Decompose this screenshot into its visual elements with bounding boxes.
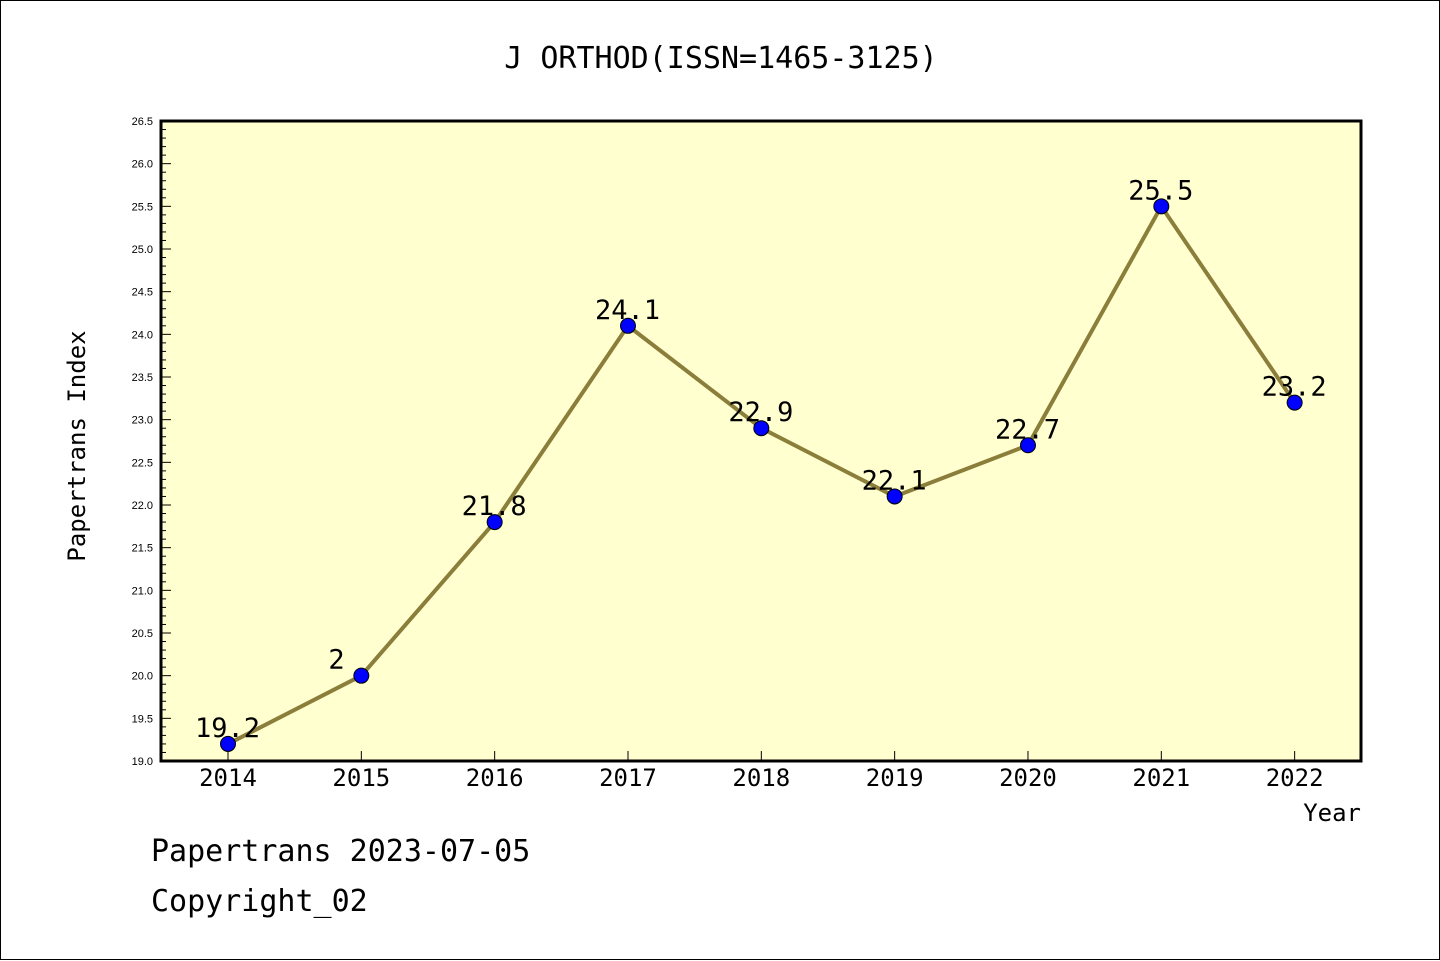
- plot-area: [159, 119, 1363, 763]
- x-tick-label: 2017: [599, 764, 657, 792]
- y-tick-label: 25.5: [132, 201, 153, 213]
- x-tick-label: 2022: [1266, 764, 1324, 792]
- y-tick-label: 23.0: [132, 415, 153, 427]
- x-axis: 2014 2015 2016 2017 2018 2019 2020 2021 2022: [199, 751, 1324, 792]
- data-point: [353, 667, 370, 684]
- y-tick-label: 20.5: [132, 628, 153, 640]
- y-tick-label: 19.0: [132, 756, 153, 768]
- y-tick-label: 24.0: [132, 329, 153, 341]
- y-tick-label: 23.5: [132, 372, 153, 384]
- data-label: 22.7: [995, 414, 1060, 445]
- y-tick-label: 25.0: [132, 244, 153, 256]
- data-point: [220, 735, 236, 752]
- y-tick-label: 22.5: [132, 457, 153, 469]
- data-label: 22.9: [728, 397, 793, 428]
- y-axis-label: Papertrans Index: [63, 330, 91, 561]
- y-tick-label: 21.0: [132, 585, 153, 597]
- y-tick-label: 19.5: [132, 713, 153, 725]
- y-tick-label: 26.5: [132, 116, 153, 128]
- data-point: [1286, 394, 1303, 411]
- x-tick-label: 2020: [999, 764, 1057, 792]
- data-label: 21.8: [462, 491, 527, 522]
- data-label: 23.2: [1262, 372, 1327, 403]
- y-tick-label: 20.0: [132, 671, 153, 683]
- y-axis: 19.0 19.5 20.0 20.5 21.0 21.5 22.0 22.5 23.0 23.5…: [132, 116, 171, 768]
- data-point: [619, 317, 636, 334]
- data-label: 25.5: [1128, 175, 1193, 206]
- y-tick-label: 24.5: [132, 287, 153, 299]
- y-tick-label: 26.0: [132, 159, 153, 171]
- data-label: 24.1: [595, 295, 660, 326]
- x-tick-label: 2019: [866, 764, 924, 792]
- data-point: [1019, 437, 1036, 454]
- data-point: [1153, 198, 1170, 215]
- data-label: 22.1: [862, 465, 927, 496]
- data-label: 2: [328, 645, 344, 676]
- footer-date: Papertrans 2023-07-05: [151, 834, 531, 869]
- y-tick-label: 21.5: [132, 543, 153, 555]
- data-label: 19.2: [195, 713, 260, 744]
- chart-title: J ORTHOD(ISSN=1465-3125): [504, 41, 937, 76]
- data-point: [753, 420, 770, 437]
- x-tick-label: 2018: [732, 764, 790, 792]
- y-tick-label: 22.0: [132, 500, 153, 512]
- x-tick-label: 2014: [199, 764, 257, 792]
- x-axis-label: Year: [1303, 799, 1361, 827]
- data-point: [886, 488, 903, 505]
- x-tick-label: 2015: [332, 764, 390, 792]
- x-tick-label: 2021: [1132, 764, 1190, 792]
- data-point: [486, 514, 503, 531]
- x-tick-label: 2016: [466, 764, 524, 792]
- footer-copyright: Copyright_02: [151, 884, 368, 919]
- series-layer: 19.2 2 21.8 24.1 22.9 22.1 22.7 25.5 23.2: [195, 175, 1327, 752]
